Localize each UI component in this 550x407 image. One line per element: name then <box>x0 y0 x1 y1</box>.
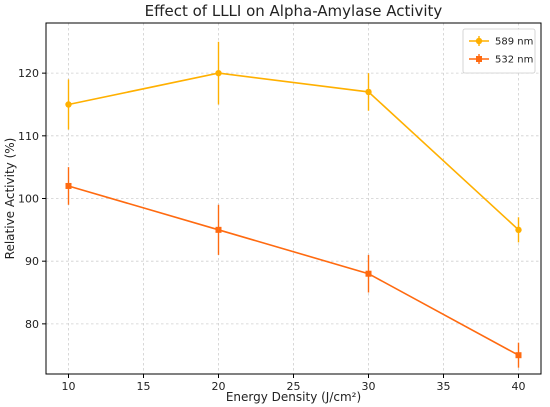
data-point <box>515 352 522 359</box>
legend: 589 nm 532 nm <box>462 28 536 74</box>
grid-lines <box>46 23 541 374</box>
x-tick-label: 25 <box>287 380 301 393</box>
data-point <box>365 270 372 277</box>
x-tick-label: 10 <box>62 380 76 393</box>
data-point <box>215 226 222 233</box>
data-point <box>65 101 72 108</box>
legend-item: 589 nm <box>469 36 533 48</box>
series-0 <box>65 41 522 243</box>
y-tick-label: 110 <box>18 130 39 143</box>
data-point <box>515 226 522 234</box>
y-tick-label: 100 <box>18 193 39 206</box>
series-1 <box>65 167 522 368</box>
y-tick-label: 90 <box>25 255 39 268</box>
legend-marker <box>475 37 483 45</box>
x-tick-label: 40 <box>512 380 526 393</box>
series-layer <box>65 41 522 368</box>
series-line <box>68 72 520 231</box>
x-axis-label: Energy Density (J/cm²) <box>226 390 361 404</box>
data-point <box>65 182 72 189</box>
x-tick-label: 30 <box>362 380 376 393</box>
y-tick-label: 120 <box>18 67 39 80</box>
legend-item: 532 nm <box>469 54 533 66</box>
y-axis-label: Relative Activity (%) <box>3 138 17 260</box>
x-tick-label: 35 <box>437 380 451 393</box>
chart-title: Effect of LLLI on Alpha-Amylase Activity <box>145 2 443 20</box>
data-point <box>365 88 372 96</box>
series-line <box>68 185 519 356</box>
y-tick-label: 80 <box>25 318 39 331</box>
x-tick-label: 15 <box>137 380 151 393</box>
data-point <box>215 69 222 77</box>
legend-marker <box>476 56 482 62</box>
legend-label: 532 nm <box>495 55 533 66</box>
ticks: 10 15 20 25 30 35 40 80 90 100 110 120 <box>18 67 526 393</box>
legend-label: 589 nm <box>495 37 533 48</box>
x-tick-label: 20 <box>212 380 226 393</box>
